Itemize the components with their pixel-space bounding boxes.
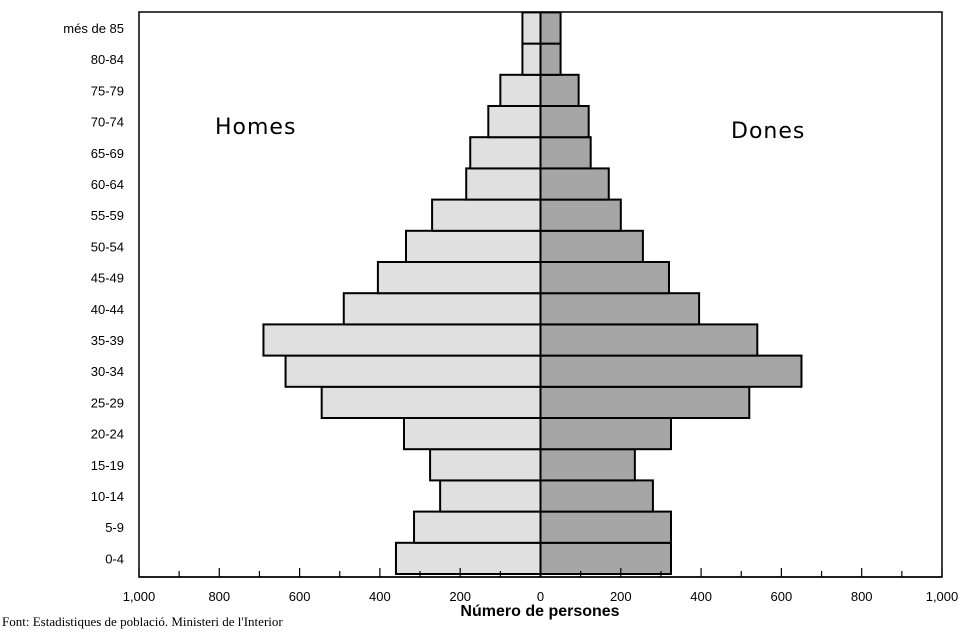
age-group-label: 20-24 [91,427,124,442]
age-group-label: 70-74 [91,115,124,130]
bar-homes-10-14 [439,479,542,513]
bar-homes-50-54 [404,229,542,264]
age-group-label: 80-84 [91,52,124,67]
bar-homes-65-69 [469,136,542,170]
bar-dones-15-19 [539,448,636,482]
x-tick-label: 0 [537,589,544,604]
bar-homes-20-24 [402,417,542,451]
age-group-label: 15-19 [91,458,124,473]
bar-homes-15-19 [429,448,542,482]
x-tick-label: 400 [690,589,712,604]
bar-homes-més-de-85 [521,11,542,45]
age-group-label: 25-29 [91,395,124,410]
age-labels: 0-4 5-9 10-14 15-19 20-24 25-29 30-34 35-39 40-4… [63,21,124,566]
bar-homes-75-79 [499,73,542,108]
bar-dones-70-74 [539,105,590,139]
x-tick-label: 600 [289,589,311,604]
x-tick-label: 1,000 [926,589,959,604]
bar-dones-65-69 [539,136,592,170]
bar-homes-5-9 [413,510,542,544]
age-group-label: 60-64 [91,177,124,192]
bar-dones-10-14 [539,479,654,513]
x-tick-label: 800 [851,589,873,604]
bar-homes-30-34 [284,354,542,388]
age-group-label: 75-79 [91,83,124,98]
dones-side-label: Dones [731,119,805,144]
age-group-label: més de 85 [63,21,124,36]
homes-side-label: Homes [215,115,296,140]
bar-homes-25-29 [320,385,542,419]
bar-dones-55-59 [539,198,622,232]
x-tick-label: 400 [369,589,391,604]
bar-dones-25-29 [539,385,751,419]
age-group-label: 40-44 [91,302,124,317]
x-tick-label: 200 [610,589,632,604]
bar-dones-60-64 [539,167,610,201]
bar-dones-més-de-85 [539,11,562,45]
x-tick-label: 1,000 [123,589,156,604]
x-tick-label: 600 [771,589,793,604]
bar-homes-45-49 [376,261,542,295]
bar-dones-5-9 [539,510,672,544]
x-axis-ticks: 1,000 800 600 400 200 0 200 400 600 800 1,000 [123,568,959,604]
age-group-label: 0-4 [105,551,124,566]
bar-homes-55-59 [431,198,542,232]
bar-dones-30-34 [539,354,803,388]
bar-dones-75-79 [539,73,580,108]
bar-homes-80-84 [521,42,542,76]
age-group-label: 45-49 [91,271,124,286]
bar-homes-35-39 [262,323,542,357]
age-group-label: 55-59 [91,208,124,223]
bar-dones-35-39 [539,323,759,357]
age-group-label: 35-39 [91,333,124,348]
age-group-label: 65-69 [91,146,124,161]
age-group-label: 5-9 [105,520,124,535]
bar-homes-60-64 [465,167,542,201]
age-group-label: 10-14 [91,489,124,504]
bar-dones-20-24 [539,417,672,451]
source-note: Font: Estadistiques de població. Ministe… [2,614,283,629]
x-tick-label: 800 [208,589,230,604]
bar-dones-45-49 [539,261,670,295]
age-group-label: 50-54 [91,239,124,254]
bar-dones-0-4 [539,541,672,575]
age-group-label: 30-34 [91,364,124,379]
bar-dones-40-44 [539,292,701,326]
x-tick-label: 200 [449,589,471,604]
bar-dones-50-54 [539,229,644,264]
bar-homes-40-44 [342,292,542,326]
bar-homes-70-74 [487,105,542,139]
bar-homes-0-4 [394,541,542,575]
x-axis-title: Número de persones [460,603,619,620]
bar-dones-80-84 [539,42,562,76]
